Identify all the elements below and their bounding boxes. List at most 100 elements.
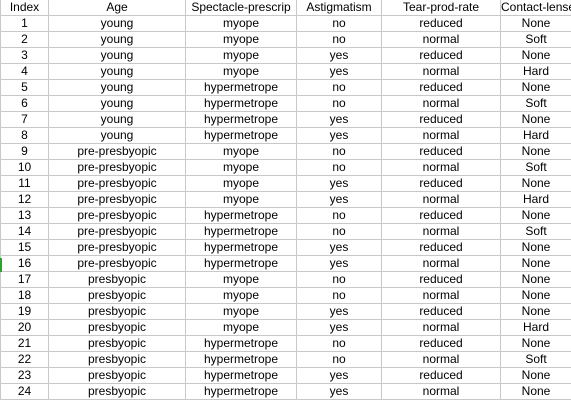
cell-index[interactable]: 8 bbox=[0, 127, 49, 144]
cell-tear-prod-rate[interactable]: reduced bbox=[381, 143, 501, 160]
cell-age[interactable]: presbyopic bbox=[48, 319, 186, 336]
cell-age[interactable]: presbyopic bbox=[48, 271, 186, 288]
cell-index[interactable]: 1 bbox=[0, 15, 49, 32]
cell-spectacle-prescrip[interactable]: myope bbox=[185, 287, 297, 304]
cell-age[interactable]: young bbox=[48, 15, 186, 32]
cell-tear-prod-rate[interactable]: reduced bbox=[381, 335, 501, 352]
cell-age[interactable]: young bbox=[48, 127, 186, 144]
cell-age[interactable]: pre-presbyopic bbox=[48, 175, 186, 192]
cell-spectacle-prescrip[interactable]: myope bbox=[185, 159, 297, 176]
cell-astigmatism[interactable]: no bbox=[296, 351, 382, 368]
cell-astigmatism[interactable]: no bbox=[296, 335, 382, 352]
cell-contact-lenses[interactable]: None bbox=[500, 335, 571, 352]
cell-astigmatism[interactable]: yes bbox=[296, 175, 382, 192]
column-header-tear-prod-rate[interactable]: Tear-prod-rate bbox=[381, 0, 501, 16]
cell-contact-lenses[interactable]: Hard bbox=[500, 127, 571, 144]
cell-astigmatism[interactable]: no bbox=[296, 287, 382, 304]
cell-astigmatism[interactable]: no bbox=[296, 271, 382, 288]
cell-astigmatism[interactable]: yes bbox=[296, 383, 382, 400]
cell-contact-lenses[interactable]: None bbox=[500, 47, 571, 64]
cell-age[interactable]: young bbox=[48, 79, 186, 96]
cell-contact-lenses[interactable]: None bbox=[500, 15, 571, 32]
cell-contact-lenses[interactable]: None bbox=[500, 255, 571, 272]
cell-index[interactable]: 2 bbox=[0, 31, 49, 48]
cell-age[interactable]: young bbox=[48, 95, 186, 112]
cell-astigmatism[interactable]: no bbox=[296, 159, 382, 176]
cell-tear-prod-rate[interactable]: reduced bbox=[381, 47, 501, 64]
cell-tear-prod-rate[interactable]: normal bbox=[381, 127, 501, 144]
cell-age[interactable]: pre-presbyopic bbox=[48, 191, 186, 208]
cell-age[interactable]: presbyopic bbox=[48, 335, 186, 352]
cell-contact-lenses[interactable]: None bbox=[500, 303, 571, 320]
cell-astigmatism[interactable]: no bbox=[296, 79, 382, 96]
cell-index[interactable]: 9 bbox=[0, 143, 49, 160]
cell-spectacle-prescrip[interactable]: myope bbox=[185, 15, 297, 32]
cell-tear-prod-rate[interactable]: reduced bbox=[381, 271, 501, 288]
cell-index[interactable]: 10 bbox=[0, 159, 49, 176]
cell-astigmatism[interactable]: yes bbox=[296, 367, 382, 384]
cell-tear-prod-rate[interactable]: reduced bbox=[381, 367, 501, 384]
cell-tear-prod-rate[interactable]: normal bbox=[381, 223, 501, 240]
cell-index[interactable]: 5 bbox=[0, 79, 49, 96]
cell-age[interactable]: presbyopic bbox=[48, 367, 186, 384]
cell-spectacle-prescrip[interactable]: myope bbox=[185, 319, 297, 336]
cell-age[interactable]: presbyopic bbox=[48, 287, 186, 304]
cell-age[interactable]: pre-presbyopic bbox=[48, 223, 186, 240]
cell-astigmatism[interactable]: no bbox=[296, 207, 382, 224]
cell-tear-prod-rate[interactable]: reduced bbox=[381, 175, 501, 192]
cell-spectacle-prescrip[interactable]: myope bbox=[185, 31, 297, 48]
cell-contact-lenses[interactable]: None bbox=[500, 271, 571, 288]
cell-age[interactable]: pre-presbyopic bbox=[48, 143, 186, 160]
cell-contact-lenses[interactable]: Soft bbox=[500, 31, 571, 48]
cell-tear-prod-rate[interactable]: normal bbox=[381, 351, 501, 368]
cell-contact-lenses[interactable]: None bbox=[500, 239, 571, 256]
cell-astigmatism[interactable]: yes bbox=[296, 239, 382, 256]
cell-tear-prod-rate[interactable]: normal bbox=[381, 31, 501, 48]
cell-age[interactable]: young bbox=[48, 111, 186, 128]
cell-age[interactable]: pre-presbyopic bbox=[48, 207, 186, 224]
column-header-astigmatism[interactable]: Astigmatism bbox=[296, 0, 382, 16]
cell-spectacle-prescrip[interactable]: hypermetrope bbox=[185, 367, 297, 384]
cell-astigmatism[interactable]: no bbox=[296, 143, 382, 160]
cell-spectacle-prescrip[interactable]: myope bbox=[185, 303, 297, 320]
cell-contact-lenses[interactable]: Soft bbox=[500, 159, 571, 176]
cell-spectacle-prescrip[interactable]: myope bbox=[185, 63, 297, 80]
cell-astigmatism[interactable]: yes bbox=[296, 255, 382, 272]
cell-contact-lenses[interactable]: None bbox=[500, 287, 571, 304]
cell-tear-prod-rate[interactable]: normal bbox=[381, 95, 501, 112]
cell-index[interactable]: 11 bbox=[0, 175, 49, 192]
cell-spectacle-prescrip[interactable]: hypermetrope bbox=[185, 127, 297, 144]
cell-contact-lenses[interactable]: Soft bbox=[500, 351, 571, 368]
cell-index[interactable]: 6 bbox=[0, 95, 49, 112]
cell-age[interactable]: presbyopic bbox=[48, 351, 186, 368]
cell-index[interactable]: 21 bbox=[0, 335, 49, 352]
cell-astigmatism[interactable]: no bbox=[296, 15, 382, 32]
cell-index[interactable]: 20 bbox=[0, 319, 49, 336]
cell-tear-prod-rate[interactable]: reduced bbox=[381, 111, 501, 128]
cell-index[interactable]: 17 bbox=[0, 271, 49, 288]
cell-spectacle-prescrip[interactable]: hypermetrope bbox=[185, 351, 297, 368]
cell-contact-lenses[interactable]: Hard bbox=[500, 63, 571, 80]
cell-index[interactable]: 16 bbox=[0, 255, 49, 272]
cell-contact-lenses[interactable]: Soft bbox=[500, 223, 571, 240]
cell-index[interactable]: 7 bbox=[0, 111, 49, 128]
cell-astigmatism[interactable]: yes bbox=[296, 303, 382, 320]
cell-contact-lenses[interactable]: None bbox=[500, 207, 571, 224]
cell-spectacle-prescrip[interactable]: hypermetrope bbox=[185, 383, 297, 400]
cell-age[interactable]: young bbox=[48, 47, 186, 64]
cell-spectacle-prescrip[interactable]: hypermetrope bbox=[185, 95, 297, 112]
cell-tear-prod-rate[interactable]: normal bbox=[381, 159, 501, 176]
cell-index[interactable]: 15 bbox=[0, 239, 49, 256]
cell-spectacle-prescrip[interactable]: hypermetrope bbox=[185, 335, 297, 352]
cell-spectacle-prescrip[interactable]: hypermetrope bbox=[185, 207, 297, 224]
cell-tear-prod-rate[interactable]: reduced bbox=[381, 303, 501, 320]
cell-astigmatism[interactable]: no bbox=[296, 95, 382, 112]
cell-spectacle-prescrip[interactable]: hypermetrope bbox=[185, 255, 297, 272]
cell-index[interactable]: 24 bbox=[0, 383, 49, 400]
cell-tear-prod-rate[interactable]: reduced bbox=[381, 15, 501, 32]
cell-age[interactable]: presbyopic bbox=[48, 383, 186, 400]
cell-tear-prod-rate[interactable]: reduced bbox=[381, 79, 501, 96]
cell-contact-lenses[interactable]: None bbox=[500, 383, 571, 400]
cell-index[interactable]: 14 bbox=[0, 223, 49, 240]
cell-index[interactable]: 19 bbox=[0, 303, 49, 320]
